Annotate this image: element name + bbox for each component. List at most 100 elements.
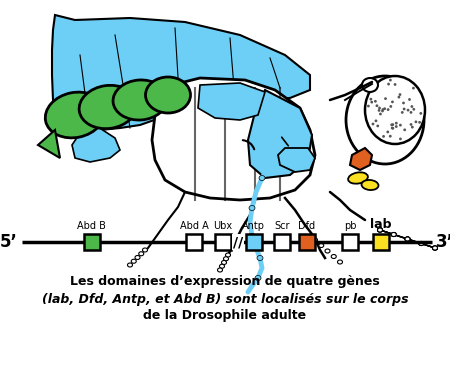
Ellipse shape (403, 128, 406, 131)
Ellipse shape (391, 100, 394, 103)
Text: Abd B: Abd B (77, 221, 106, 231)
Ellipse shape (399, 138, 402, 140)
Ellipse shape (402, 102, 405, 105)
Ellipse shape (127, 263, 132, 267)
Text: Scr: Scr (274, 221, 290, 231)
Ellipse shape (418, 121, 421, 124)
Ellipse shape (412, 108, 415, 111)
Ellipse shape (346, 76, 424, 164)
Ellipse shape (392, 123, 394, 126)
Ellipse shape (374, 119, 378, 122)
Polygon shape (278, 148, 315, 172)
Ellipse shape (391, 232, 396, 237)
Text: 3’: 3’ (436, 233, 450, 251)
Ellipse shape (399, 93, 401, 96)
Ellipse shape (361, 180, 378, 190)
Ellipse shape (255, 276, 261, 280)
Bar (342, 234, 358, 250)
Ellipse shape (419, 241, 424, 246)
Ellipse shape (131, 259, 136, 263)
Bar (215, 234, 231, 250)
Ellipse shape (372, 123, 374, 125)
Polygon shape (38, 130, 60, 158)
Ellipse shape (376, 125, 379, 127)
Ellipse shape (143, 248, 148, 252)
Ellipse shape (432, 246, 437, 250)
Ellipse shape (374, 100, 377, 103)
Ellipse shape (378, 228, 382, 232)
Ellipse shape (376, 104, 378, 107)
Ellipse shape (221, 260, 226, 264)
Ellipse shape (370, 101, 373, 103)
Ellipse shape (389, 135, 392, 138)
Ellipse shape (405, 237, 410, 241)
Ellipse shape (395, 125, 398, 128)
Ellipse shape (331, 254, 336, 259)
Ellipse shape (139, 252, 144, 256)
Ellipse shape (217, 268, 222, 272)
Text: Dfd: Dfd (298, 221, 315, 231)
Text: Ubx: Ubx (213, 221, 233, 231)
Polygon shape (152, 78, 315, 200)
Ellipse shape (408, 98, 411, 101)
Text: Les domaines d’expression de quatre gènes: Les domaines d’expression de quatre gène… (70, 276, 380, 289)
Ellipse shape (224, 257, 229, 261)
Ellipse shape (378, 228, 382, 232)
Text: lab: lab (370, 218, 392, 231)
Text: de la Drosophile adulte: de la Drosophile adulte (144, 310, 306, 323)
Ellipse shape (135, 256, 140, 260)
Ellipse shape (410, 105, 413, 108)
Bar (246, 234, 261, 250)
Ellipse shape (382, 108, 384, 111)
Ellipse shape (432, 246, 437, 250)
Text: 5’: 5’ (0, 233, 18, 251)
Ellipse shape (389, 79, 392, 81)
Ellipse shape (391, 232, 396, 237)
Bar (274, 234, 290, 250)
Ellipse shape (391, 126, 394, 129)
Ellipse shape (249, 234, 255, 238)
Ellipse shape (387, 108, 390, 111)
Text: (lab, Dfd, Antp, et Abd B) sont localisés sur le corps: (lab, Dfd, Antp, et Abd B) sont localisé… (42, 292, 408, 305)
Ellipse shape (325, 249, 330, 253)
Ellipse shape (113, 80, 167, 120)
Ellipse shape (394, 83, 396, 86)
Bar (299, 234, 315, 250)
Ellipse shape (259, 176, 265, 180)
Ellipse shape (220, 264, 225, 268)
Ellipse shape (365, 76, 425, 144)
Polygon shape (198, 83, 265, 120)
Ellipse shape (384, 97, 387, 100)
Ellipse shape (381, 110, 384, 112)
Ellipse shape (391, 232, 396, 237)
Ellipse shape (399, 124, 402, 126)
Ellipse shape (395, 122, 398, 125)
Ellipse shape (392, 127, 394, 130)
Ellipse shape (401, 111, 404, 114)
Ellipse shape (378, 109, 380, 112)
Ellipse shape (145, 77, 190, 113)
Bar (373, 234, 389, 250)
Ellipse shape (390, 124, 393, 126)
Ellipse shape (312, 238, 318, 242)
Polygon shape (72, 125, 120, 162)
Ellipse shape (389, 105, 392, 108)
Ellipse shape (367, 105, 370, 108)
Ellipse shape (348, 172, 368, 184)
Ellipse shape (397, 96, 400, 99)
Ellipse shape (257, 256, 263, 260)
Ellipse shape (383, 107, 386, 110)
Ellipse shape (432, 246, 437, 250)
Ellipse shape (411, 126, 414, 129)
Ellipse shape (45, 92, 105, 138)
Ellipse shape (249, 205, 255, 211)
Ellipse shape (407, 109, 410, 112)
Ellipse shape (391, 232, 396, 237)
Ellipse shape (414, 121, 417, 123)
Ellipse shape (419, 241, 424, 246)
Ellipse shape (378, 107, 381, 109)
Ellipse shape (410, 111, 412, 114)
Text: Abd A: Abd A (180, 221, 208, 231)
Ellipse shape (387, 131, 389, 133)
Text: pb: pb (344, 221, 356, 231)
